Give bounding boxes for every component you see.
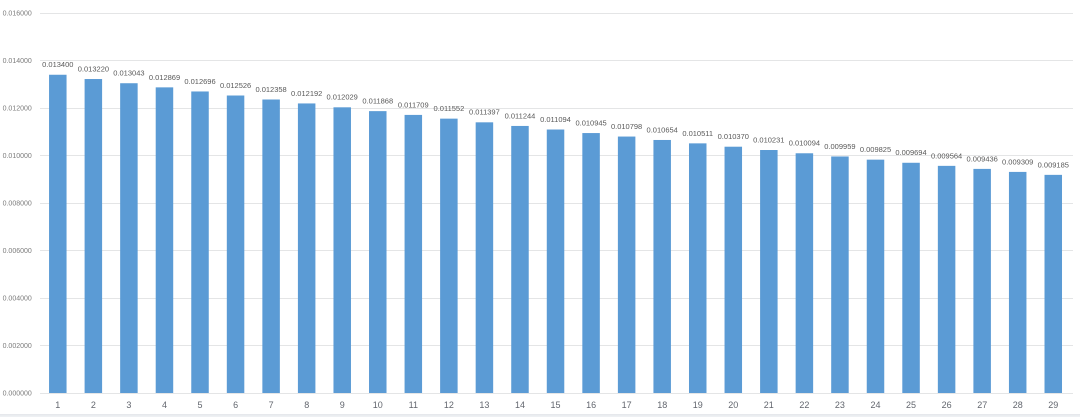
svg-text:11: 11 [409,400,418,410]
svg-text:3: 3 [126,400,131,410]
svg-text:4: 4 [162,400,167,410]
svg-text:0.012192: 0.012192 [291,89,322,98]
svg-text:23: 23 [835,400,845,410]
svg-text:17: 17 [622,400,632,410]
svg-text:0.010370: 0.010370 [718,132,749,141]
svg-text:2: 2 [91,400,96,410]
svg-text:0.013220: 0.013220 [78,64,109,73]
svg-text:0.012696: 0.012696 [184,77,215,86]
svg-text:0.010511: 0.010511 [682,129,713,138]
svg-text:0.012000: 0.012000 [3,105,32,112]
svg-text:25: 25 [906,400,916,410]
svg-text:14: 14 [515,400,525,410]
svg-text:0.009309: 0.009309 [1002,157,1033,166]
svg-text:0.011094: 0.011094 [540,115,571,124]
svg-text:0.008000: 0.008000 [3,200,32,207]
svg-text:0.009694: 0.009694 [895,148,926,157]
svg-text:26: 26 [942,400,952,410]
svg-text:0.011244: 0.011244 [505,111,536,120]
svg-text:20: 20 [728,400,738,410]
svg-text:7: 7 [269,400,274,410]
svg-text:15: 15 [550,400,560,410]
svg-text:5: 5 [197,400,202,410]
svg-text:0.009564: 0.009564 [931,151,962,160]
svg-text:0.010798: 0.010798 [611,122,642,131]
svg-text:18: 18 [657,400,667,410]
svg-text:8: 8 [304,400,309,410]
svg-text:0.012869: 0.012869 [149,73,180,82]
svg-text:0.009959: 0.009959 [824,142,855,151]
svg-text:0.012358: 0.012358 [255,85,286,94]
svg-text:0.014000: 0.014000 [3,58,32,65]
svg-text:0.009436: 0.009436 [967,154,998,163]
svg-text:0.013043: 0.013043 [113,69,144,78]
svg-text:12: 12 [444,400,454,410]
svg-text:6: 6 [233,400,238,410]
svg-text:22: 22 [799,400,809,410]
svg-text:0.010094: 0.010094 [789,139,820,148]
svg-text:27: 27 [977,400,987,410]
svg-text:21: 21 [764,400,774,410]
svg-text:0.016000: 0.016000 [3,10,32,17]
svg-text:0.009825: 0.009825 [860,145,891,154]
svg-text:0.011709: 0.011709 [398,100,429,109]
svg-text:0.012029: 0.012029 [327,93,358,102]
svg-text:24: 24 [870,400,880,410]
svg-text:0.013400: 0.013400 [42,60,73,69]
svg-text:0.012526: 0.012526 [220,81,251,90]
svg-text:16: 16 [586,400,596,410]
svg-text:10: 10 [373,400,383,410]
svg-text:0.002000: 0.002000 [3,343,32,350]
svg-text:0.010654: 0.010654 [647,125,678,134]
svg-text:0.011868: 0.011868 [362,97,393,106]
svg-text:0.006000: 0.006000 [3,248,32,255]
svg-text:0.010231: 0.010231 [753,135,784,144]
svg-text:0.011397: 0.011397 [469,108,500,117]
svg-text:9: 9 [340,400,345,410]
svg-text:19: 19 [693,400,703,410]
svg-text:1: 1 [55,400,60,410]
svg-text:0.000000: 0.000000 [3,390,32,397]
svg-text:28: 28 [1013,400,1023,410]
svg-text:13: 13 [479,400,489,410]
svg-text:0.009185: 0.009185 [1038,160,1069,169]
svg-text:0.010000: 0.010000 [3,153,32,160]
svg-text:29: 29 [1048,400,1058,410]
svg-text:0.011552: 0.011552 [434,104,465,113]
svg-text:0.010945: 0.010945 [575,119,606,128]
svg-text:0.004000: 0.004000 [3,295,32,302]
